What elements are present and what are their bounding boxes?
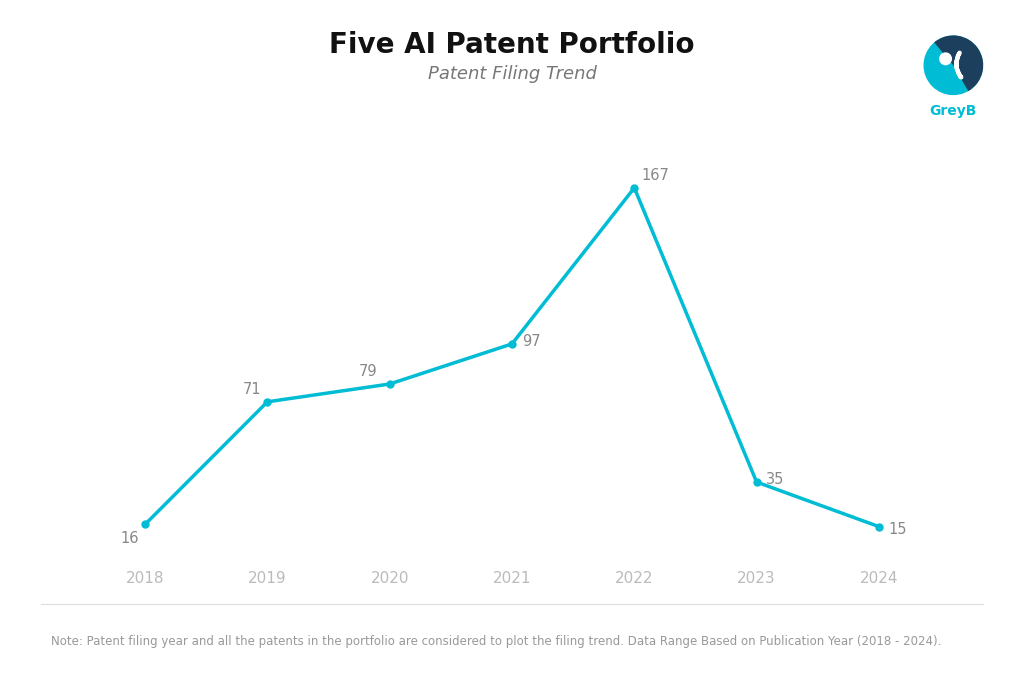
Circle shape <box>939 53 952 66</box>
Text: 16: 16 <box>120 531 138 546</box>
Text: 15: 15 <box>889 522 907 537</box>
Text: 35: 35 <box>766 472 784 487</box>
Circle shape <box>924 36 983 95</box>
Text: 97: 97 <box>521 333 541 348</box>
Text: Patent Filing Trend: Patent Filing Trend <box>428 65 596 83</box>
FancyArrowPatch shape <box>956 53 962 77</box>
Text: 71: 71 <box>243 382 261 397</box>
Text: Note: Patent filing year and all the patents in the portfolio are considered to : Note: Patent filing year and all the pat… <box>51 635 942 648</box>
Wedge shape <box>934 36 983 91</box>
Text: GreyB: GreyB <box>930 104 977 117</box>
Text: 79: 79 <box>359 364 378 379</box>
Text: Five AI Patent Portfolio: Five AI Patent Portfolio <box>330 31 694 59</box>
Text: 167: 167 <box>641 168 669 183</box>
